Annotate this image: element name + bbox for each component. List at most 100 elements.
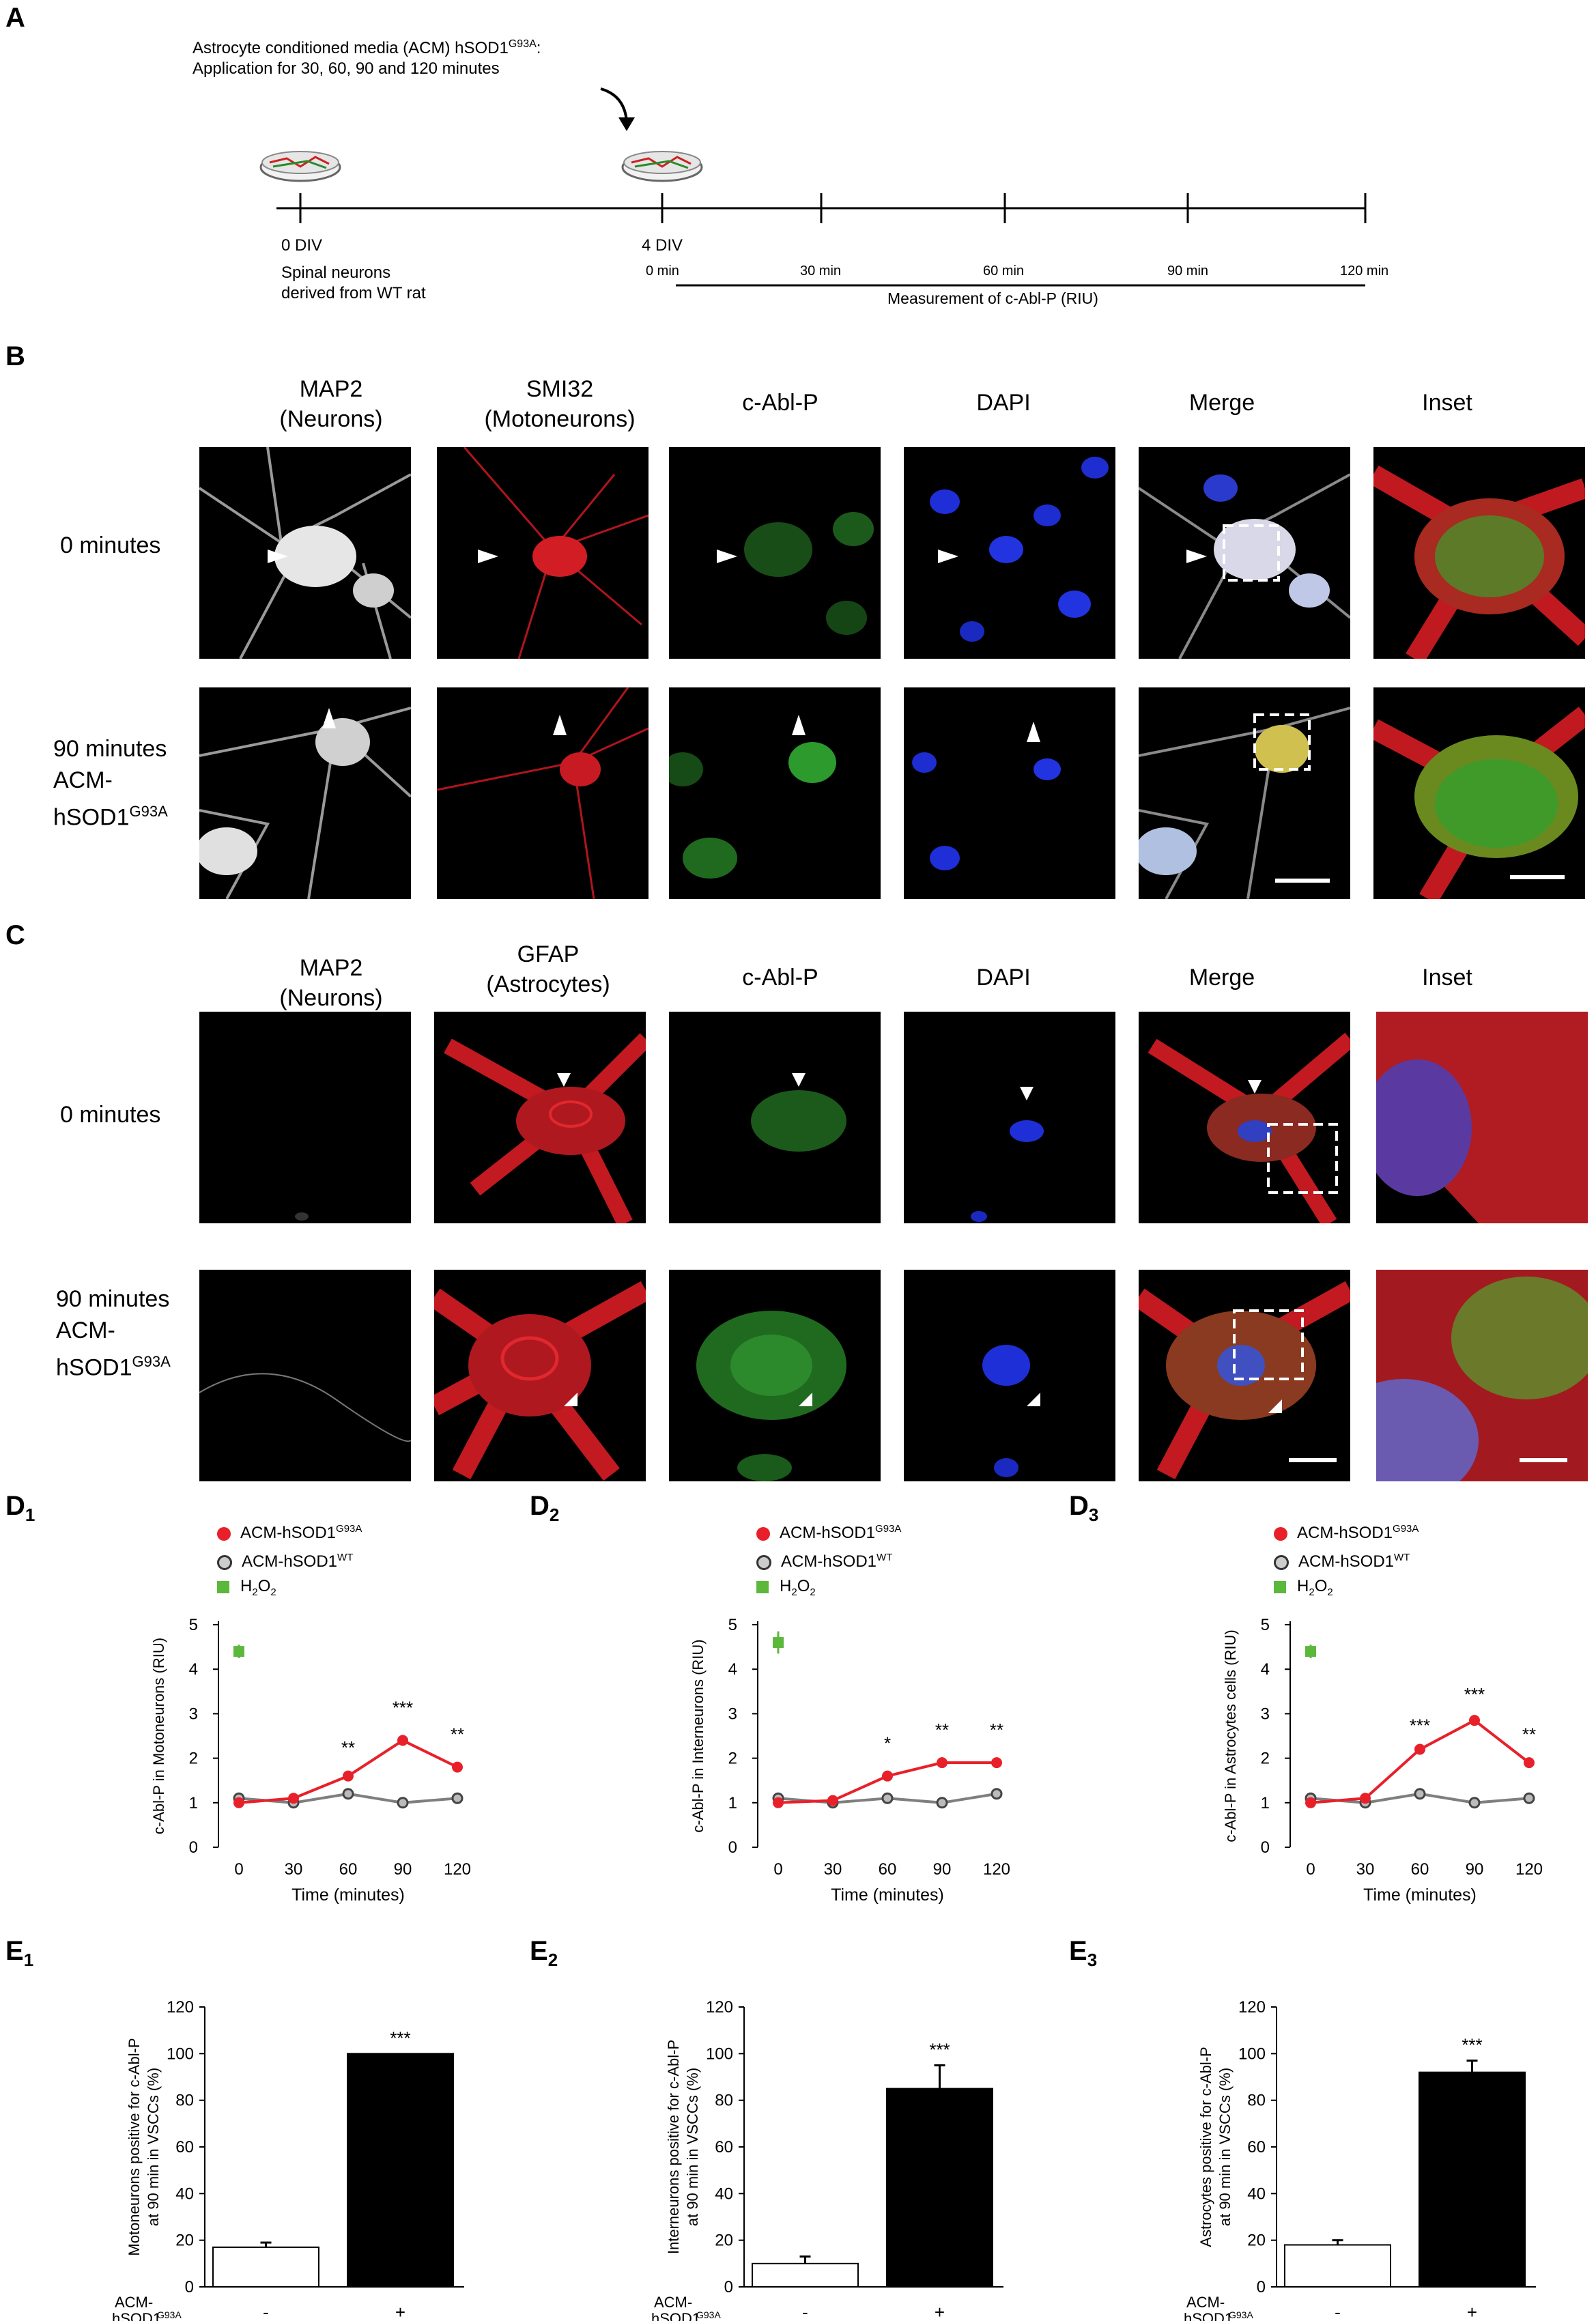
- row-l3: hSOD1: [56, 1354, 132, 1381]
- y-tick-label: 1: [728, 1794, 737, 1812]
- protocol-line2: Application for 30, 60, 90 and 120 minut…: [193, 59, 500, 78]
- header-b-cablp: c-Abl-P: [742, 390, 818, 416]
- legend-d3: ACM-hSOD1G93A ACM-hSOD1WT H2O2: [1274, 1517, 1419, 1605]
- chart-d3: 0 1 2 3 4 5 0 30 60 90 120 Time (minutes) c-Abl-P in…: [1222, 1616, 1543, 1905]
- y-axis-label-line2: at 90 min in VSCCs (%): [145, 2068, 162, 2226]
- d1-letter: D: [5, 1491, 25, 1521]
- h2o2-point: [773, 1637, 784, 1649]
- micrograph-b-map2-90min: [199, 687, 411, 899]
- hdr-l2: (Astrocytes): [486, 971, 610, 997]
- series-g93a-point: [452, 1761, 463, 1773]
- y-tick-label: 40: [1247, 2184, 1266, 2203]
- x-tick-label: 120: [983, 1860, 1010, 1879]
- x-tick-label: 90: [933, 1860, 952, 1879]
- y-tick-label: 0: [185, 2278, 194, 2296]
- time-60min: 60 min: [983, 264, 1025, 279]
- chart-e3: 0 20 40 60 80 100 120 *** Astrocytes positive fo…: [1184, 1998, 1536, 2321]
- y-axis-label: c-Abl-P in Interneurons (RIU): [689, 1639, 707, 1832]
- legend-marker-grey: [756, 1554, 771, 1570]
- header-b-dapi: DAPI: [976, 390, 1031, 416]
- legend-item-h2o2: H2O2: [1274, 1574, 1419, 1605]
- hdr-l1: MAP2: [299, 955, 363, 981]
- y-tick-label: 2: [728, 1750, 737, 1768]
- e3-letter: E: [1069, 1936, 1087, 1966]
- petri-dish-4div: [621, 151, 703, 182]
- y-tick-label: 60: [175, 2138, 194, 2156]
- y-tick-label: 4: [728, 1660, 737, 1679]
- legend-text: O: [797, 1577, 810, 1595]
- legend-item-g93a: ACM-hSOD1G93A: [756, 1517, 901, 1546]
- div4-label: 4 DIV: [642, 236, 683, 255]
- series-g93a-point: [1360, 1793, 1371, 1804]
- series-g93a-point: [1469, 1715, 1480, 1726]
- x-category-label: +: [395, 2302, 405, 2321]
- y-tick-label: 100: [706, 2045, 733, 2063]
- legend-marker-red: [756, 1526, 770, 1541]
- d2-sub: 2: [549, 1505, 560, 1525]
- series-g93a-point: [1414, 1743, 1425, 1755]
- row-label-sup: G93A: [696, 2309, 721, 2320]
- d3-sub: 3: [1088, 1505, 1099, 1525]
- header-c-dapi: DAPI: [976, 965, 1031, 991]
- legend-sup: G93A: [336, 1523, 362, 1535]
- panel-label-b: B: [5, 341, 25, 371]
- significance-marker: **: [990, 1720, 1003, 1740]
- panel-label-e3: E3: [1069, 1936, 1097, 1971]
- micrograph-b-inset-0min: [1373, 447, 1585, 659]
- micrograph-b-dapi-90min: [904, 687, 1115, 899]
- legend-text: H: [780, 1577, 792, 1595]
- legend-sub: 2: [270, 1586, 276, 1598]
- y-tick-label: 60: [1247, 2138, 1266, 2156]
- micrograph-c-dapi-90min: [904, 1270, 1115, 1481]
- y-tick-label: 0: [728, 1838, 737, 1857]
- legend-sup: WT: [337, 1552, 354, 1563]
- x-tick-label: 60: [339, 1860, 358, 1879]
- row-label-line1: ACM-: [654, 2294, 692, 2311]
- series-wt-point: [1468, 1797, 1481, 1809]
- time-30min: 30 min: [800, 264, 842, 279]
- significance-marker: ***: [390, 2027, 410, 2048]
- legend-marker-green: [756, 1580, 769, 1593]
- y-tick-label: 60: [715, 2138, 733, 2156]
- header-c-map2: MAP2 (Neurons): [222, 953, 440, 1013]
- d2-letter: D: [530, 1491, 550, 1521]
- y-tick-label: 5: [189, 1616, 198, 1634]
- y-tick-label: 5: [728, 1616, 737, 1634]
- row-l1: 90 minutes: [56, 1286, 170, 1312]
- y-tick-label: 20: [715, 2232, 733, 2250]
- legend-d2: ACM-hSOD1G93A ACM-hSOD1WT H2O2: [756, 1517, 901, 1605]
- row-sup: G93A: [129, 803, 168, 820]
- e2-sub: 2: [547, 1950, 558, 1970]
- y-tick-label: 120: [706, 1998, 733, 2017]
- y-tick-label: 4: [189, 1660, 198, 1679]
- protocol-line1-post: :: [536, 39, 541, 57]
- legend-d1: ACM-hSOD1G93A ACM-hSOD1WT H2O2: [217, 1517, 362, 1605]
- y-tick-label: 4: [1261, 1660, 1270, 1679]
- micrograph-b-merge-0min: [1139, 447, 1350, 659]
- series-wt-point: [451, 1792, 464, 1804]
- chart-e1: 0 20 40 60 80 100 120 *** Motoneurons positive f…: [112, 1998, 464, 2321]
- chart-d2: 0 1 2 3 4 5 0 30 60 90 120 Time (minutes) c-Abl-P in…: [689, 1616, 1010, 1905]
- y-tick-label: 120: [1238, 1998, 1266, 2017]
- micrograph-b-merge-90min: [1139, 687, 1350, 899]
- d3-letter: D: [1069, 1491, 1089, 1521]
- legend-sup: G93A: [1393, 1523, 1419, 1535]
- e3-sub: 3: [1087, 1950, 1098, 1970]
- y-axis-label-line1: Astrocytes positive for c-Abl-P: [1197, 2047, 1214, 2247]
- panel-label-a: A: [5, 3, 25, 33]
- series-g93a-point: [397, 1735, 408, 1746]
- panel-label-d3: D3: [1069, 1491, 1098, 1526]
- row-label-sup: G93A: [1229, 2309, 1253, 2320]
- header-c-inset: Inset: [1422, 965, 1472, 991]
- legend-marker-red: [217, 1526, 231, 1541]
- series-wt-point: [1414, 1788, 1426, 1800]
- panel-label-c: C: [5, 920, 25, 950]
- legend-text: O: [257, 1577, 271, 1595]
- micrograph-c-merge-90min: [1139, 1270, 1350, 1481]
- bar-g93a: [1419, 2071, 1526, 2288]
- row-l2: ACM-: [53, 767, 113, 793]
- y-axis-label-line1: Interneurons positive for c-Abl-P: [665, 2040, 682, 2254]
- micrograph-b-smi32-90min: [437, 687, 649, 899]
- row-l3: hSOD1: [53, 804, 130, 831]
- row-sup: G93A: [132, 1353, 171, 1370]
